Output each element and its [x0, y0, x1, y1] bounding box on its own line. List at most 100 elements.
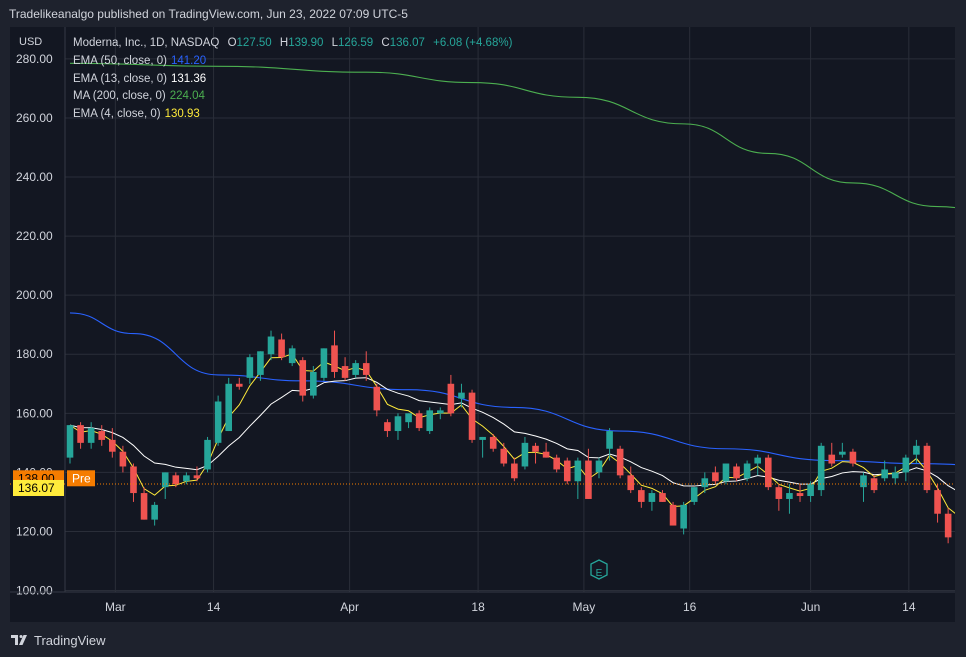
tradingview-brand[interactable]: TradingView	[34, 632, 106, 648]
candle	[712, 466, 719, 485]
candle	[119, 445, 127, 473]
candle-body	[140, 493, 148, 520]
y-tick-label: 260.00	[16, 111, 53, 125]
legend-high-value: 139.90	[288, 37, 324, 49]
price-chart[interactable]: 100.00120.00140.00160.00180.00200.00220.…	[10, 27, 955, 622]
candle	[542, 442, 550, 458]
candle	[764, 454, 772, 491]
candle	[246, 354, 254, 384]
candle	[257, 351, 264, 381]
candle	[669, 501, 677, 526]
candle	[204, 436, 211, 473]
candle-body	[468, 392, 476, 440]
candle	[563, 457, 571, 485]
x-tick-label: 16	[683, 600, 697, 614]
candle-body	[426, 410, 434, 432]
candle	[362, 351, 370, 381]
legend-indicator-ema50[interactable]: EMA (50, close, 0) 141.20	[73, 53, 512, 71]
candle	[860, 472, 867, 502]
candle	[934, 484, 941, 523]
candle-body	[891, 472, 899, 479]
candle	[638, 487, 645, 508]
candle	[331, 330, 338, 378]
candle	[913, 439, 920, 464]
candle-body	[701, 478, 709, 488]
candle-body	[902, 457, 910, 473]
candle	[585, 448, 592, 499]
candle-body	[828, 454, 836, 464]
candle	[394, 413, 402, 440]
chart-legend: Moderna, Inc., 1D, NASDAQ O127.50 H139.9…	[73, 35, 512, 124]
candle	[807, 481, 814, 502]
legend-h-label: H	[279, 37, 289, 49]
candle	[87, 422, 95, 449]
candle	[786, 484, 793, 514]
candle-body	[532, 445, 539, 452]
candle	[489, 433, 497, 452]
indicator-label: EMA (13, close, 0)	[73, 72, 167, 85]
legend-low-value: 126.59	[338, 37, 374, 49]
candle-body	[373, 386, 381, 411]
candle-body	[775, 487, 783, 499]
x-tick-label: May	[573, 600, 596, 614]
candle-body	[77, 425, 84, 443]
candle-body	[193, 475, 201, 479]
candle	[944, 507, 952, 544]
candle	[891, 466, 899, 485]
candle-body	[542, 451, 550, 458]
candle	[468, 389, 476, 443]
candle-body	[257, 351, 264, 375]
candle-body	[934, 490, 941, 514]
candle-body	[680, 504, 687, 529]
legend-indicator-ma200[interactable]: MA (200, close, 0) 224.04	[73, 88, 512, 106]
indicator-value: 224.04	[169, 90, 205, 103]
candle	[341, 357, 349, 381]
candle	[77, 422, 84, 449]
candle	[373, 383, 381, 417]
y-tick-label: 120.00	[16, 524, 53, 538]
candle-body	[447, 383, 455, 414]
candle	[616, 445, 624, 479]
candle-body	[754, 457, 761, 464]
candle	[267, 330, 275, 361]
candle-body	[796, 493, 804, 497]
candle-body	[627, 475, 635, 491]
candle-body	[786, 493, 793, 499]
y-tick-label: 220.00	[16, 229, 53, 243]
candle-body	[278, 339, 285, 358]
candle	[130, 463, 137, 502]
candle	[172, 472, 180, 488]
candle-body	[299, 360, 307, 396]
tradingview-logo-icon[interactable]	[10, 633, 30, 647]
candle	[288, 345, 296, 367]
candle	[648, 490, 656, 511]
indicator-value: 131.36	[170, 72, 207, 85]
indicator-label: MA (200, close, 0)	[73, 90, 166, 103]
legend-c-label: C	[381, 37, 390, 49]
candle-body	[225, 383, 232, 432]
legend-ohlc-row: Moderna, Inc., 1D, NASDAQ O127.50 H139.9…	[73, 35, 512, 53]
candle-body	[574, 460, 582, 482]
candle	[426, 407, 434, 434]
candle-body	[415, 413, 423, 429]
candle-body	[733, 466, 740, 479]
candle-body	[405, 413, 412, 423]
candle-body	[648, 493, 656, 502]
candle	[214, 395, 222, 446]
candle	[574, 457, 582, 499]
candle	[235, 377, 243, 390]
candle	[923, 442, 931, 494]
earnings-marker-icon[interactable]: E	[590, 559, 608, 580]
indicator-value: 130.93	[164, 108, 200, 121]
candle	[690, 487, 698, 505]
chart-panel[interactable]: 100.00120.00140.00160.00180.00200.00220.…	[10, 27, 955, 622]
candle	[479, 436, 486, 458]
legend-open-value: 127.50	[236, 37, 272, 49]
candle	[352, 360, 359, 378]
candle	[500, 442, 508, 467]
legend-indicator-ema4[interactable]: EMA (4, close, 0) 130.93	[73, 106, 512, 124]
candle	[183, 472, 190, 485]
candle-body	[616, 448, 624, 476]
legend-indicator-ema13[interactable]: EMA (13, close, 0) 131.36	[73, 71, 512, 89]
y-tick-label: 100.00	[16, 584, 53, 598]
